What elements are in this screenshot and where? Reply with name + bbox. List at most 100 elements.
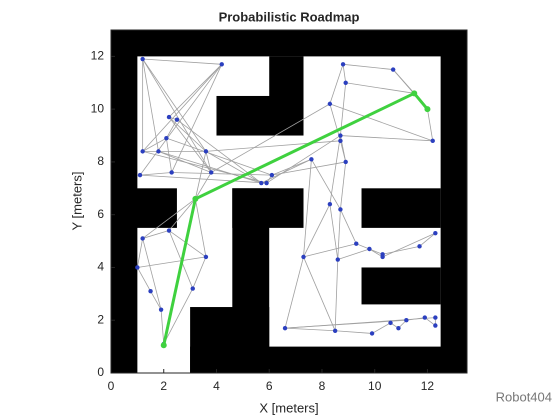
node bbox=[388, 320, 393, 326]
edge bbox=[142, 58, 159, 152]
edge bbox=[303, 256, 336, 331]
edge bbox=[163, 288, 194, 345]
x-tick-label: 10 bbox=[368, 379, 382, 393]
edge bbox=[137, 256, 206, 268]
node bbox=[158, 307, 164, 312]
edge bbox=[211, 103, 331, 173]
node bbox=[338, 133, 343, 138]
node bbox=[354, 241, 359, 246]
edge bbox=[303, 203, 331, 258]
node bbox=[301, 254, 306, 260]
node bbox=[166, 114, 172, 120]
node bbox=[430, 138, 435, 144]
node bbox=[190, 286, 195, 291]
edge bbox=[340, 209, 357, 244]
edge bbox=[284, 256, 304, 329]
node bbox=[433, 315, 438, 320]
edge bbox=[137, 267, 151, 292]
node bbox=[338, 138, 343, 144]
edge bbox=[340, 135, 433, 142]
node bbox=[135, 265, 140, 270]
edge bbox=[142, 198, 196, 239]
edge bbox=[342, 64, 347, 83]
node bbox=[396, 325, 401, 331]
y-tick-label: 10 bbox=[91, 101, 105, 115]
edge bbox=[142, 137, 167, 152]
node bbox=[203, 149, 209, 154]
edge bbox=[271, 158, 312, 176]
edge bbox=[285, 327, 336, 332]
edge bbox=[168, 230, 207, 258]
edge bbox=[171, 172, 272, 176]
path-node bbox=[424, 106, 431, 113]
node bbox=[433, 323, 438, 328]
node bbox=[259, 180, 264, 186]
path-line bbox=[162, 91, 429, 346]
edge bbox=[142, 58, 212, 173]
node bbox=[340, 62, 346, 67]
path-node bbox=[160, 342, 167, 349]
edge bbox=[142, 64, 223, 152]
node bbox=[264, 180, 269, 186]
node bbox=[335, 257, 340, 262]
y-tick-label: 2 bbox=[97, 312, 104, 326]
chart-title: Probabilistic Roadmap bbox=[219, 9, 360, 24]
node bbox=[140, 56, 145, 62]
edge bbox=[205, 151, 262, 184]
node bbox=[343, 159, 348, 165]
x-tick-label: 0 bbox=[108, 379, 115, 393]
edge bbox=[369, 248, 383, 258]
edge bbox=[382, 232, 436, 258]
node bbox=[327, 101, 333, 107]
edge bbox=[142, 238, 162, 310]
edge bbox=[150, 291, 162, 310]
edge bbox=[261, 158, 312, 184]
node bbox=[269, 172, 275, 178]
node bbox=[422, 315, 428, 320]
node bbox=[174, 117, 180, 122]
edge bbox=[337, 248, 370, 260]
node bbox=[327, 201, 333, 207]
node bbox=[369, 331, 375, 336]
edge bbox=[168, 198, 196, 231]
obstacle bbox=[216, 95, 304, 136]
edge bbox=[343, 63, 394, 70]
node bbox=[156, 149, 161, 154]
node bbox=[166, 228, 172, 233]
edge bbox=[329, 135, 341, 205]
edge bbox=[329, 64, 344, 105]
edge bbox=[382, 245, 420, 255]
obstacle bbox=[232, 188, 304, 228]
edge bbox=[271, 161, 346, 176]
edge bbox=[340, 82, 347, 136]
obstacle bbox=[361, 267, 441, 305]
edge bbox=[345, 82, 415, 94]
edge bbox=[285, 317, 436, 329]
y-tick-label: 6 bbox=[97, 207, 104, 221]
edge bbox=[171, 64, 223, 173]
edge bbox=[329, 103, 433, 142]
edge bbox=[335, 330, 373, 334]
node bbox=[164, 135, 169, 141]
x-tick-label: 8 bbox=[319, 379, 326, 393]
edge bbox=[303, 243, 357, 258]
edge bbox=[334, 259, 339, 331]
edge bbox=[303, 159, 312, 257]
edge bbox=[168, 64, 223, 118]
edge bbox=[194, 198, 207, 257]
obstacle bbox=[361, 188, 441, 228]
axes-box bbox=[110, 29, 468, 374]
edge bbox=[266, 135, 341, 184]
watermark: Robot404 bbox=[496, 389, 552, 404]
edge bbox=[419, 232, 436, 247]
edge bbox=[166, 119, 178, 139]
edge bbox=[142, 58, 207, 152]
edge bbox=[427, 109, 434, 141]
edge bbox=[311, 159, 341, 210]
edge bbox=[371, 322, 391, 334]
x-tick-label: 6 bbox=[266, 379, 273, 393]
edge bbox=[142, 150, 267, 184]
node bbox=[282, 325, 288, 331]
obstacle bbox=[111, 188, 177, 228]
